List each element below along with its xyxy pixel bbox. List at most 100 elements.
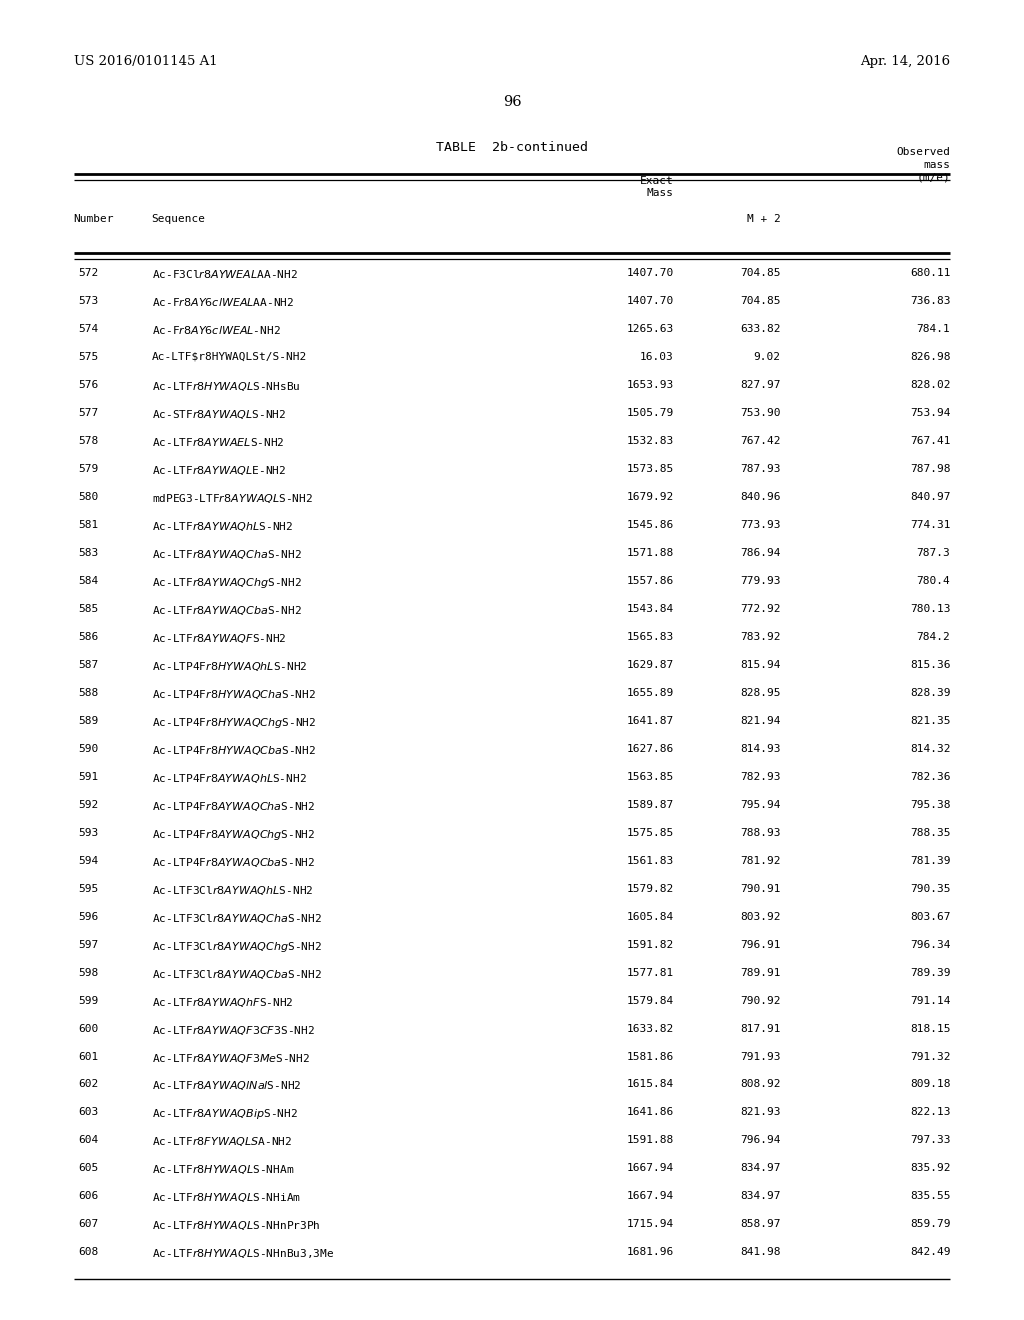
Text: 842.49: 842.49: [909, 1247, 950, 1258]
Text: Ac-LTF$r8AYWAQlNal$S-NH2: Ac-LTF$r8AYWAQlNal$S-NH2: [152, 1080, 301, 1093]
Text: 704.85: 704.85: [739, 268, 780, 279]
Text: Ac-LTF$r8AYWAQF$S-NH2: Ac-LTF$r8AYWAQF$S-NH2: [152, 632, 286, 644]
Text: Ac-LTF$r8FYWAQLS$A-NH2: Ac-LTF$r8FYWAQLS$A-NH2: [152, 1135, 292, 1148]
Text: 1571.88: 1571.88: [627, 548, 674, 558]
Text: 791.32: 791.32: [909, 1052, 950, 1061]
Text: 790.35: 790.35: [909, 883, 950, 894]
Text: 840.96: 840.96: [739, 492, 780, 502]
Text: 834.97: 834.97: [739, 1192, 780, 1201]
Text: 592: 592: [78, 800, 98, 809]
Text: Ac-LTF$r8AYWAQhL$S-NH2: Ac-LTF$r8AYWAQhL$S-NH2: [152, 520, 293, 533]
Text: 587: 587: [78, 660, 98, 669]
Text: 579: 579: [78, 463, 98, 474]
Text: 1579.82: 1579.82: [627, 883, 674, 894]
Text: 781.92: 781.92: [739, 855, 780, 866]
Text: 1679.92: 1679.92: [627, 492, 674, 502]
Text: M + 2: M + 2: [746, 214, 780, 224]
Text: 787.93: 787.93: [739, 463, 780, 474]
Text: 574: 574: [78, 323, 98, 334]
Text: Ac-LTF3Cl$r8AYWAQhL$S-NH2: Ac-LTF3Cl$r8AYWAQhL$S-NH2: [152, 883, 313, 896]
Text: 601: 601: [78, 1052, 98, 1061]
Text: 808.92: 808.92: [739, 1080, 780, 1089]
Text: 790.92: 790.92: [739, 995, 780, 1006]
Text: 599: 599: [78, 995, 98, 1006]
Text: 1505.79: 1505.79: [627, 408, 674, 418]
Text: 1633.82: 1633.82: [627, 1023, 674, 1034]
Text: 1573.85: 1573.85: [627, 463, 674, 474]
Text: 803.92: 803.92: [739, 912, 780, 921]
Text: 1655.89: 1655.89: [627, 688, 674, 698]
Text: Ac-LTP4F$r8HYWAQCba$S-NH2: Ac-LTP4F$r8HYWAQCba$S-NH2: [152, 743, 315, 756]
Text: 789.91: 789.91: [739, 968, 780, 978]
Text: 1579.84: 1579.84: [627, 995, 674, 1006]
Text: 16.03: 16.03: [640, 352, 674, 362]
Text: Exact
Mass: Exact Mass: [640, 176, 674, 198]
Text: 788.93: 788.93: [739, 828, 780, 838]
Text: 605: 605: [78, 1163, 98, 1173]
Text: 1629.87: 1629.87: [627, 660, 674, 669]
Text: 1667.94: 1667.94: [627, 1163, 674, 1173]
Text: 1615.84: 1615.84: [627, 1080, 674, 1089]
Text: Ac-F3Cl$r8AYWEAL$AA-NH2: Ac-F3Cl$r8AYWEAL$AA-NH2: [152, 268, 298, 280]
Text: 1589.87: 1589.87: [627, 800, 674, 809]
Text: 841.98: 841.98: [739, 1247, 780, 1258]
Text: 1565.83: 1565.83: [627, 632, 674, 642]
Text: 1605.84: 1605.84: [627, 912, 674, 921]
Text: 780.13: 780.13: [909, 603, 950, 614]
Text: 767.42: 767.42: [739, 436, 780, 446]
Text: 581: 581: [78, 520, 98, 529]
Text: 790.91: 790.91: [739, 883, 780, 894]
Text: 576: 576: [78, 380, 98, 389]
Text: Ac-LTF$r8AYWAQChg$S-NH2: Ac-LTF$r8AYWAQChg$S-NH2: [152, 576, 302, 590]
Text: 784.2: 784.2: [916, 632, 950, 642]
Text: Ac-LTF$r8AYWAQBip$S-NH2: Ac-LTF$r8AYWAQBip$S-NH2: [152, 1107, 298, 1122]
Text: 779.93: 779.93: [739, 576, 780, 586]
Text: Ac-LTP4F$r8AYWAQCha$S-NH2: Ac-LTP4F$r8AYWAQCha$S-NH2: [152, 800, 314, 813]
Text: 795.94: 795.94: [739, 800, 780, 809]
Text: 704.85: 704.85: [739, 296, 780, 306]
Text: 835.92: 835.92: [909, 1163, 950, 1173]
Text: 818.15: 818.15: [909, 1023, 950, 1034]
Text: 840.97: 840.97: [909, 492, 950, 502]
Text: 589: 589: [78, 715, 98, 726]
Text: 9.02: 9.02: [754, 352, 780, 362]
Text: 789.39: 789.39: [909, 968, 950, 978]
Text: 600: 600: [78, 1023, 98, 1034]
Text: 828.95: 828.95: [739, 688, 780, 698]
Text: 1575.85: 1575.85: [627, 828, 674, 838]
Text: 602: 602: [78, 1080, 98, 1089]
Text: 584: 584: [78, 576, 98, 586]
Text: 1641.86: 1641.86: [627, 1107, 674, 1118]
Text: Observed
mass
(m/e): Observed mass (m/e): [896, 148, 950, 182]
Text: 835.55: 835.55: [909, 1192, 950, 1201]
Text: 1715.94: 1715.94: [627, 1220, 674, 1229]
Text: 1563.85: 1563.85: [627, 772, 674, 781]
Text: 96: 96: [503, 95, 521, 110]
Text: 583: 583: [78, 548, 98, 558]
Text: 596: 596: [78, 912, 98, 921]
Text: 822.13: 822.13: [909, 1107, 950, 1118]
Text: 1543.84: 1543.84: [627, 603, 674, 614]
Text: 782.36: 782.36: [909, 772, 950, 781]
Text: 803.67: 803.67: [909, 912, 950, 921]
Text: 815.36: 815.36: [909, 660, 950, 669]
Text: Ac-LTF$r8HYWAQL$S-NHiAm: Ac-LTF$r8HYWAQL$S-NHiAm: [152, 1192, 301, 1204]
Text: 795.38: 795.38: [909, 800, 950, 809]
Text: 1532.83: 1532.83: [627, 436, 674, 446]
Text: 1577.81: 1577.81: [627, 968, 674, 978]
Text: 1545.86: 1545.86: [627, 520, 674, 529]
Text: 1653.93: 1653.93: [627, 380, 674, 389]
Text: 796.94: 796.94: [739, 1135, 780, 1146]
Text: 680.11: 680.11: [909, 268, 950, 279]
Text: Ac-LTP4F$r8AYWAQhL$S-NH2: Ac-LTP4F$r8AYWAQhL$S-NH2: [152, 772, 306, 784]
Text: Number: Number: [74, 214, 115, 224]
Text: Ac-LTF$r8AYWAQhF$S-NH2: Ac-LTF$r8AYWAQhF$S-NH2: [152, 995, 293, 1008]
Text: 580: 580: [78, 492, 98, 502]
Text: Ac-LTF$r8AYWAEL$S-NH2: Ac-LTF$r8AYWAEL$S-NH2: [152, 436, 285, 447]
Text: Ac-LTF$r8AYWAQCha$S-NH2: Ac-LTF$r8AYWAQCha$S-NH2: [152, 548, 301, 561]
Text: 753.90: 753.90: [739, 408, 780, 418]
Text: Ac-LTP4F$r8HYWAQhL$S-NH2: Ac-LTP4F$r8HYWAQhL$S-NH2: [152, 660, 307, 673]
Text: 573: 573: [78, 296, 98, 306]
Text: 773.93: 773.93: [739, 520, 780, 529]
Text: 782.93: 782.93: [739, 772, 780, 781]
